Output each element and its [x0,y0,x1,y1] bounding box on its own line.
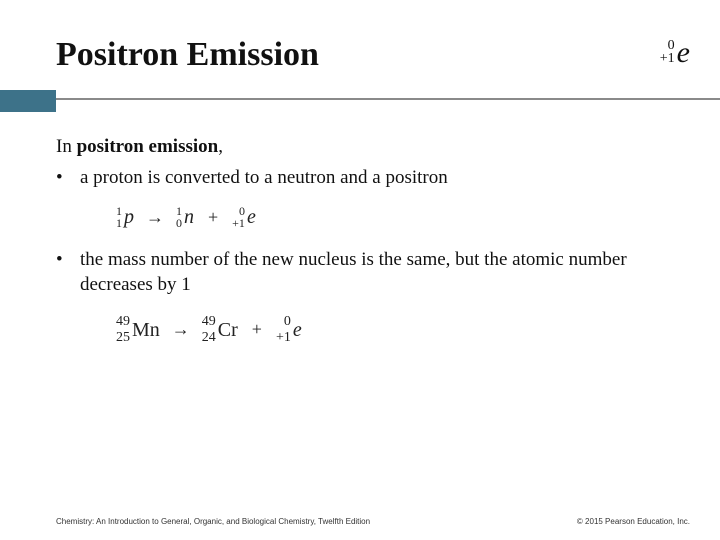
nuclide-positron: 0 +1 e [276,314,302,346]
title-rule [0,90,720,112]
symbol-charge: +1 [660,53,675,66]
body-content: In positron emission, • a proton is conv… [56,135,680,346]
bullet-marker: • [56,248,80,297]
intro-lead: In [56,136,77,157]
atomic-number: 24 [202,330,216,346]
nuclide-mn: 49 25 Mn [116,314,160,346]
mass-number: 49 [202,314,216,330]
symbol-element: e [677,36,690,70]
title-row: Positron Emission 0 +1 e [56,36,690,74]
page-title: Positron Emission [56,36,319,74]
bullet-1: • a proton is converted to a neutron and… [56,166,680,191]
plus-sign: + [246,318,268,341]
equation-proton-decay: 1 1 p → 1 0 n + 0 +1 e [116,204,680,230]
nuclide-proton: 1 1 p [116,204,134,230]
atomic-number: 1 [116,217,122,229]
intro-line: In positron emission, [56,135,680,160]
atomic-number: +1 [232,217,245,229]
element-symbol: n [184,204,194,230]
mass-number: 0 [284,314,291,330]
element-symbol: e [293,317,302,343]
nuclide-cr: 49 24 Cr [202,314,238,346]
footer: Chemistry: An Introduction to General, O… [56,517,690,526]
element-symbol: e [247,204,256,230]
mass-number: 49 [116,314,130,330]
footer-book-title: Chemistry: An Introduction to General, O… [56,517,370,526]
rule-teal [0,90,56,112]
intro-topic: positron emission [77,136,219,157]
bullet-2-text: the mass number of the new nucleus is th… [80,248,680,297]
nuclide-neutron: 1 0 n [176,204,194,230]
slide: Positron Emission 0 +1 e In positron emi… [0,0,720,540]
plus-sign: + [202,206,224,229]
bullet-marker: • [56,166,80,191]
equation-manganese-decay: 49 25 Mn → 49 24 Cr + 0 +1 e [116,314,680,346]
arrow-icon: → [168,318,194,341]
footer-copyright: © 2015 Pearson Education, Inc. [577,517,690,526]
atomic-number: 25 [116,330,130,346]
title-positron-symbol: 0 +1 e [660,36,690,70]
atomic-number: 0 [176,217,182,229]
rule-gray [0,98,720,100]
bullet-1-text: a proton is converted to a neutron and a… [80,166,680,191]
element-symbol: p [124,204,134,230]
nuclide-positron: 0 +1 e [232,204,256,230]
element-symbol: Cr [218,317,238,343]
bullet-2: • the mass number of the new nucleus is … [56,248,680,297]
arrow-icon: → [142,206,168,229]
intro-tail: , [218,136,223,157]
element-symbol: Mn [132,317,160,343]
atomic-number: +1 [276,330,291,346]
